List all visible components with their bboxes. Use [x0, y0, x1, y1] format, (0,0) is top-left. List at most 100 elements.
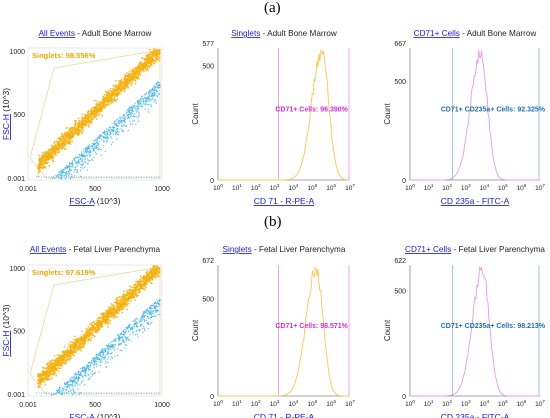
- singlet-dot: [38, 160, 41, 163]
- singlet-dot: [42, 166, 45, 169]
- singlet-gate: [29, 49, 161, 179]
- non-singlet-dot: [94, 372, 96, 374]
- singlet-dot: [56, 140, 58, 143]
- singlet-dot: [37, 372, 40, 375]
- non-singlet-dot: [136, 325, 138, 328]
- x-axis-link[interactable]: FSC-A: [69, 196, 95, 206]
- singlet-dot: [85, 333, 88, 336]
- singlet-dot: [108, 93, 111, 96]
- title-link[interactable]: CD71+ Cells: [405, 245, 451, 254]
- non-singlet-dot: [102, 349, 104, 351]
- non-singlet-dot: [113, 127, 115, 130]
- singlet-dot: [155, 272, 157, 275]
- non-singlet-dot: [146, 313, 148, 315]
- singlet-dot: [60, 147, 63, 150]
- x-tick-exponent: 2: [258, 399, 261, 404]
- x-tick-exponent: 6: [334, 399, 337, 404]
- non-singlet-dot: [89, 159, 91, 162]
- non-singlet-dot: [123, 333, 126, 335]
- singlet-dot: [106, 316, 109, 318]
- singlet-dot: [144, 67, 147, 70]
- singlet-dot: [82, 340, 85, 342]
- singlet-dot: [65, 351, 68, 354]
- x-axis-label[interactable]: CD 235a - FITC-A: [441, 196, 510, 206]
- non-singlet-dot: [86, 155, 89, 157]
- non-singlet-dot: [143, 321, 146, 323]
- histogram-plot-5: CD71+ Cells - Fetal Liver Parenchyma6225…: [383, 245, 546, 418]
- non-singlet-dot: [90, 145, 92, 147]
- x-tick-label: 107: [345, 399, 355, 408]
- y-axis-link[interactable]: FSC-H: [1, 114, 11, 140]
- singlet-dot: [121, 303, 124, 305]
- non-singlet-dot: [87, 150, 89, 153]
- non-singlet-dot: [114, 337, 117, 340]
- singlet-dot: [77, 337, 80, 340]
- x-axis-link[interactable]: FSC-A: [69, 412, 95, 418]
- singlet-dot: [81, 330, 83, 333]
- x-tick-label: 102: [251, 183, 261, 192]
- y-axis-link[interactable]: FSC-H: [1, 331, 11, 357]
- singlet-dot: [116, 86, 119, 89]
- title-link[interactable]: All Events: [39, 29, 75, 38]
- non-singlet-dot: [76, 377, 78, 379]
- singlet-dot: [105, 321, 107, 324]
- x-axis-label[interactable]: CD 71 - R-PE-A: [254, 196, 315, 206]
- non-singlet-dot: [76, 165, 78, 168]
- non-singlet-dot: [64, 383, 67, 385]
- title-link[interactable]: CD71+ Cells: [414, 29, 460, 38]
- non-singlet-dot: [59, 392, 61, 395]
- singlet-dot: [76, 345, 79, 348]
- non-singlet-dot: [131, 108, 133, 111]
- non-singlet-dot: [110, 144, 113, 146]
- singlet-dot: [125, 75, 127, 77]
- non-singlet-dot: [73, 171, 76, 173]
- singlet-dot: [124, 83, 127, 86]
- singlet-dot: [90, 332, 92, 335]
- y-tick-label: 1000: [9, 49, 25, 56]
- title-link[interactable]: Singlets: [223, 245, 252, 254]
- non-singlet-dot: [74, 169, 77, 171]
- singlet-dot: [110, 94, 113, 97]
- non-singlet-dot: [154, 86, 157, 89]
- x-tick-exponent: 4: [487, 399, 490, 404]
- singlet-dot: [96, 328, 99, 331]
- non-singlet-dot: [87, 160, 89, 162]
- non-singlet-dot: [152, 88, 155, 91]
- gate-label: CD71+ CD235a+ Cells: 92.325%: [441, 106, 546, 113]
- title-link[interactable]: All Events: [30, 245, 66, 254]
- singlet-dot: [58, 147, 61, 150]
- non-singlet-dot: [147, 328, 149, 330]
- non-singlet-dot: [113, 339, 115, 341]
- singlet-dot: [88, 323, 91, 326]
- non-singlet-dot: [142, 331, 144, 334]
- title-link[interactable]: Singlets: [231, 29, 260, 38]
- x-tick-label: 1000: [154, 402, 170, 409]
- non-singlet-dot: [77, 388, 79, 390]
- non-singlet-dot: [158, 305, 160, 307]
- singlet-dot: [117, 312, 120, 314]
- non-singlet-dot: [148, 95, 151, 98]
- x-tick-label: 104: [479, 183, 489, 192]
- non-singlet-dot: [108, 343, 110, 345]
- singlet-dot: [102, 316, 104, 318]
- singlet-dot: [101, 323, 104, 326]
- non-singlet-dot: [85, 371, 87, 373]
- non-singlet-dot: [147, 317, 150, 319]
- singlet-dot: [54, 368, 56, 371]
- singlet-dot: [129, 77, 132, 80]
- singlet-dot: [61, 143, 64, 146]
- x-tick-label: 0.001: [19, 186, 37, 193]
- singlet-dot: [105, 96, 108, 98]
- singlet-dot: [70, 350, 73, 352]
- x-axis-label[interactable]: CD 235a - FITC-A: [441, 412, 510, 418]
- singlet-dot: [84, 338, 86, 341]
- non-singlet-dot: [146, 96, 148, 99]
- singlet-dot: [143, 57, 146, 60]
- non-singlet-dot: [150, 316, 152, 319]
- singlet-dot: [93, 320, 96, 323]
- singlet-dot: [37, 382, 40, 385]
- x-axis-label[interactable]: CD 71 - R-PE-A: [254, 412, 315, 418]
- non-singlet-dot: [111, 343, 113, 345]
- non-singlet-dot: [138, 112, 140, 114]
- scatter-plot-0: All Events - Adult Bone MarrowSinglets: …: [1, 29, 170, 206]
